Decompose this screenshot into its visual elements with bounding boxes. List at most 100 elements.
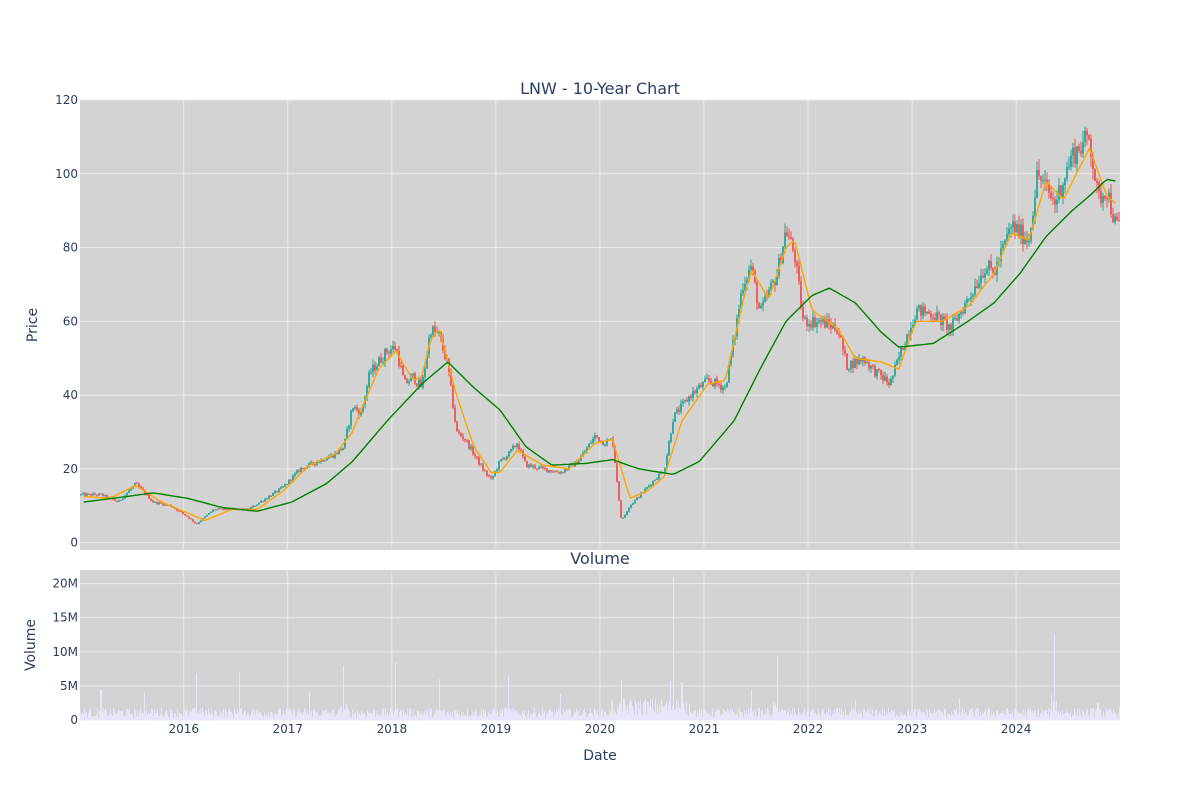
volume-bar [165, 711, 166, 720]
candle-body [812, 317, 814, 328]
volume-bar [642, 715, 643, 720]
candle-body [416, 383, 418, 386]
volume-bar [198, 713, 199, 720]
candle-body [618, 481, 620, 501]
volume-bar [970, 709, 971, 720]
volume-bar [466, 716, 467, 720]
volume-bar [640, 699, 641, 720]
volume-bar [727, 708, 728, 720]
candle-body [1040, 176, 1042, 181]
volume-bar [606, 715, 607, 720]
candle-body [550, 470, 552, 472]
volume-bar [532, 713, 533, 720]
candle-body [508, 451, 510, 457]
volume-bar [614, 713, 615, 720]
candle-body [1110, 192, 1112, 215]
volume-bar [110, 708, 111, 720]
volume-bar [748, 708, 749, 720]
volume-bar [950, 716, 951, 720]
volume-bar [257, 709, 258, 720]
candle-body [226, 508, 228, 510]
candle-body [926, 311, 928, 314]
volume-bar [716, 710, 717, 720]
candle-body [978, 283, 980, 288]
candle-body [638, 497, 640, 499]
volume-bar [186, 711, 187, 720]
volume-bar [763, 714, 764, 720]
candle-body [1038, 170, 1040, 177]
volume-bar [225, 709, 226, 720]
volume-bar [1103, 710, 1104, 720]
volume-bar [567, 710, 568, 720]
volume-bar [697, 711, 698, 720]
volume-bar [115, 712, 116, 720]
candle-body [1014, 221, 1016, 233]
volume-bar [876, 710, 877, 720]
volume-bar [635, 700, 636, 720]
candle-body [294, 473, 296, 476]
candle-body [362, 405, 364, 412]
candle-body [104, 495, 106, 497]
volume-bar [164, 716, 165, 720]
candle-body [268, 495, 270, 499]
volume-bar [459, 714, 460, 720]
candle-body [328, 456, 330, 459]
volume-bar [605, 712, 606, 720]
volume-bar [801, 716, 802, 720]
volume-bar [783, 710, 784, 720]
volume-bar [644, 701, 645, 720]
candle-body [198, 522, 200, 524]
volume-bar [301, 712, 302, 720]
volume-bar [445, 715, 446, 720]
candle-body [682, 401, 684, 404]
volume-bar [1074, 708, 1075, 720]
candle-body [254, 505, 256, 507]
volume-bar [931, 713, 932, 720]
candle-body [444, 350, 446, 360]
volume-bar [593, 716, 594, 720]
volume-bar [615, 711, 616, 720]
volume-bar [236, 714, 237, 720]
volume-bar [677, 707, 678, 720]
candle-body [128, 490, 130, 493]
volume-bar [1059, 713, 1060, 720]
volume-bar [649, 706, 650, 720]
volume-bar [154, 710, 155, 720]
volume-bar [521, 716, 522, 720]
volume-bar [184, 710, 185, 720]
candle-body [906, 334, 908, 347]
volume-bar [608, 715, 609, 720]
candle-body [1010, 227, 1012, 229]
candle-body [712, 382, 714, 387]
volume-bar [376, 711, 377, 720]
volume-bar [364, 712, 365, 720]
volume-bar [550, 708, 551, 720]
volume-bar [936, 711, 937, 720]
volume-bar [979, 716, 980, 720]
volume-bar [298, 709, 299, 720]
candle-body [130, 488, 132, 491]
volume-bar [1038, 708, 1039, 720]
volume-bar [443, 709, 444, 720]
volume-bar [813, 709, 814, 720]
volume-bar [96, 714, 97, 720]
candle-body [790, 237, 792, 239]
volume-bar [192, 708, 193, 720]
volume-bar [403, 710, 404, 720]
volume-bar [893, 711, 894, 720]
volume-bar [829, 715, 830, 720]
candle-body [286, 484, 288, 486]
volume-bar [85, 713, 86, 720]
volume-bar [789, 715, 790, 720]
volume-bar [825, 715, 826, 720]
volume-bar [279, 708, 280, 720]
volume-bar [684, 708, 685, 720]
candle-body [928, 311, 930, 314]
volume-bar [330, 715, 331, 720]
volume-bar [1092, 708, 1093, 720]
volume-bar [513, 712, 514, 720]
volume-bar [881, 716, 882, 720]
volume-bar [508, 675, 509, 720]
candle-body [658, 473, 660, 479]
candle-body [544, 467, 546, 469]
